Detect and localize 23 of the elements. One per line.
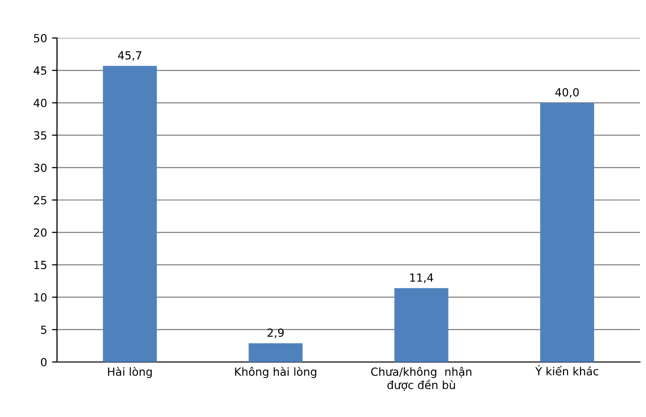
bar	[102, 66, 157, 362]
data-label: 2,9	[268, 328, 284, 338]
data-label: 45,7	[118, 51, 142, 61]
x-tick-label: Không hài lòng	[235, 366, 316, 378]
y-tick-label: 15	[34, 260, 46, 270]
data-label: 40,0	[555, 88, 579, 98]
y-tick-label: 45	[34, 66, 46, 75]
y-tick-label: 35	[34, 131, 46, 140]
y-tick-label: 30	[34, 164, 47, 172]
y-tick-label: 5	[41, 326, 46, 334]
bar	[248, 343, 303, 362]
bar	[540, 102, 594, 362]
y-tick-label: 10	[34, 293, 47, 302]
y-tick-label: 20	[34, 228, 47, 237]
bar	[394, 288, 448, 362]
y-tick-label: 50	[34, 34, 47, 42]
data-label: 11,4	[410, 274, 434, 283]
x-tick-label: Ý kiến khác	[535, 365, 598, 376]
y-tick-label: 25	[34, 196, 46, 204]
y-tick-label: 0	[40, 358, 47, 366]
y-tick-label: 40	[34, 98, 47, 108]
x-tick-label: Hài lòng	[108, 366, 152, 378]
x-tick-label: Chưa/không nhận được đền bù	[371, 366, 472, 392]
